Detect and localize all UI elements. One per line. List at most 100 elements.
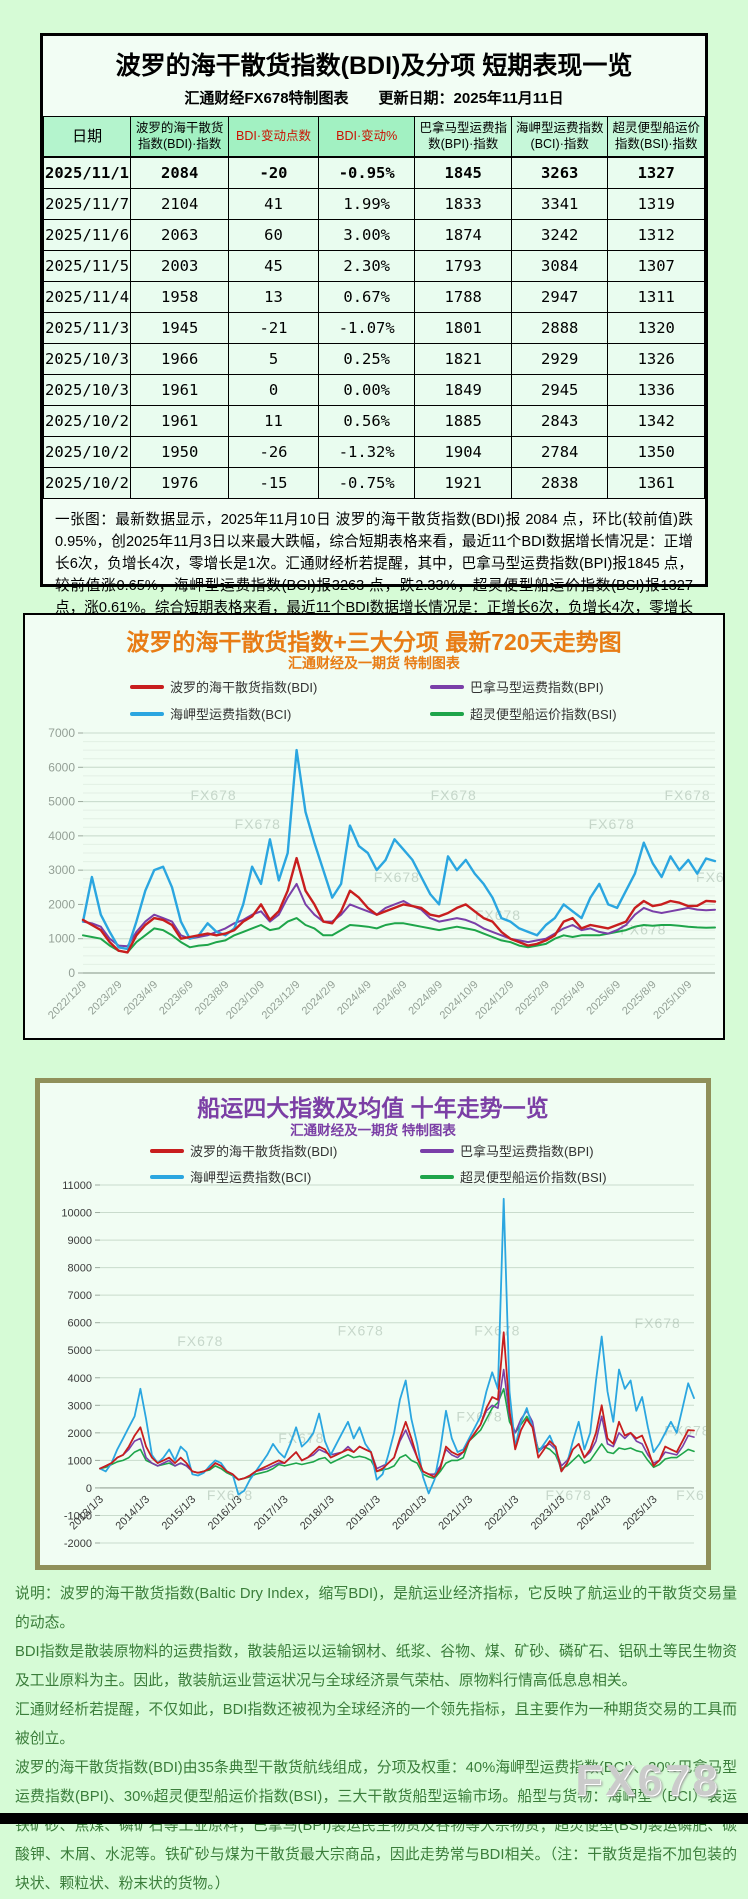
x-axis-label: 2015/1/3 (160, 1494, 199, 1533)
x-axis-label: 2023/4/9 (122, 979, 161, 1018)
table-cell: -1.07% (317, 311, 416, 344)
table-cell: 2084 (130, 156, 230, 189)
chart-10year-legend: 波罗的海干散货指数(BDI) 巴拿马型运费指数(BPI) 海岬型运费指数(BCI) 超… (150, 1141, 690, 1186)
x-axis-label: 2025/2/9 (513, 979, 552, 1018)
svg-text:5000: 5000 (48, 795, 75, 809)
page: { "page": { "bg_color": "#d6fbd6", "wate… (0, 33, 748, 1892)
x-axis-label: 2024/12/9 (473, 979, 516, 1022)
fx678-watermark: FX678 (575, 1756, 720, 1805)
x-axis-label: 2025/4/9 (549, 979, 588, 1018)
chart-watermark: FX678 (546, 1487, 592, 1503)
table-cell: 3084 (510, 249, 609, 282)
svg-text:6000: 6000 (48, 760, 75, 774)
chart-watermark: FX678 (177, 1333, 223, 1349)
table-cell: 13 (228, 280, 319, 313)
x-axis-label: 2023/6/9 (157, 979, 196, 1018)
chart-watermark: FX678 (190, 787, 236, 803)
table-cell: 1342 (607, 404, 705, 437)
index-table-head: 日期 波罗的海干散货指数(BDI)·指数 BDI·变动点数 BDI·变动% 巴拿马型运费… (42, 116, 705, 157)
index-table-body: 2025/11/10 2084 -20 -0.95% 1845 3263 1327 2025/… (42, 156, 705, 499)
table-cell: 1849 (414, 373, 512, 406)
table-cell: -0.95% (317, 156, 416, 189)
table-cell: -21 (228, 311, 319, 344)
table-cell: 1327 (607, 156, 705, 189)
table-cell: 1336 (607, 373, 705, 406)
footer-line: BDI指数是散装原物料的运费指数，散装船运以运输钢材、纸浆、谷物、煤、矿砂、磷矿… (15, 1644, 737, 1689)
chart-10year-plot: -2000 -1000 0 1000 2000 3000 4000 5000 6000 7000 8… (61, 1180, 706, 1550)
column-header: BDI·变动% (317, 116, 416, 157)
table-cell: 2025/11/3 (42, 311, 132, 344)
table-row: 2025/10/29 1961 11 0.56% 1885 2843 1342 (42, 404, 705, 437)
x-axis-label: 2025/1/3 (621, 1494, 660, 1533)
table-row: 2025/11/5 2003 45 2.30% 1793 3084 1307 (42, 249, 705, 282)
table-cell: 2025/11/6 (42, 218, 132, 251)
x-axis-label: 2021/1/3 (436, 1494, 475, 1533)
table-cell: 1319 (607, 187, 705, 220)
legend-item: 波罗的海干散货指数(BDI) (150, 1141, 420, 1160)
table-cell: 5 (228, 342, 319, 375)
svg-text:3000: 3000 (68, 1400, 92, 1412)
footer-notes: 说明：波罗的海干散货指数(Baltic Dry Index，缩写BDI)，是航运… (15, 1580, 737, 1899)
page-subtitle: 汇通财经FX678特制图表 更新日期：2025年11月11日 (184, 90, 564, 107)
svg-text:1000: 1000 (48, 932, 75, 946)
table-cell: 2.30% (317, 249, 416, 282)
table-cell: 2945 (510, 373, 609, 406)
table-cell: 1821 (414, 342, 512, 375)
legend-item: 超灵便型船运价指数(BSI) (430, 704, 730, 723)
table-cell: 3263 (510, 156, 609, 189)
x-axis-label: 2023/2/9 (86, 979, 125, 1018)
svg-text:3000: 3000 (48, 863, 75, 877)
table-cell: 1966 (130, 342, 230, 375)
chart-720day-panel: 波罗的海干散货指数+三大分项 最新720天走势图 汇通财经及一期货 特制图表 波… (23, 613, 725, 1040)
chart-watermark: FX678 (374, 869, 420, 885)
table-cell: 2025/11/4 (42, 280, 132, 313)
table-cell: -15 (228, 466, 319, 499)
x-axis-label: 2022/12/9 (46, 979, 89, 1022)
series-line (81, 748, 717, 951)
series-line (99, 1197, 695, 1496)
table-cell: 1801 (414, 311, 512, 344)
legend-line-swatch (430, 684, 464, 689)
chart-720day-title: 波罗的海干散货指数+三大分项 最新720天走势图 (126, 629, 622, 655)
chart-watermark: FX678 (696, 869, 723, 885)
table-cell: 0.00% (317, 373, 416, 406)
table-cell: 1793 (414, 249, 512, 282)
table-cell: 1961 (130, 373, 230, 406)
svg-text:2000: 2000 (68, 1428, 92, 1440)
svg-text:1000: 1000 (68, 1455, 92, 1467)
bdi-index-table: 日期 波罗的海干散货指数(BDI)·指数 BDI·变动点数 BDI·变动% 巴拿马型运费… (42, 116, 705, 499)
chart-10year-subtitle: 汇通财经及一期货 特制图表 (290, 1123, 456, 1138)
column-header: 海岬型运费指数(BCI)·指数 (510, 116, 609, 157)
table-row: 2025/10/27 1976 -15 -0.75% 1921 2838 1361 (42, 466, 705, 499)
table-cell: 1958 (130, 280, 230, 313)
table-cell: 2025/10/29 (42, 404, 132, 437)
table-cell: -1.32% (317, 435, 416, 468)
table-cell: 2104 (130, 187, 230, 220)
table-row: 2025/11/10 2084 -20 -0.95% 1845 3263 1327 (42, 156, 705, 189)
table-cell: 1311 (607, 280, 705, 313)
table-cell: 2838 (510, 466, 609, 499)
table-cell: 1312 (607, 218, 705, 251)
table-row: 2025/10/30 1961 0 0.00% 1849 2945 1336 (42, 373, 705, 406)
table-cell: 2929 (510, 342, 609, 375)
table-cell: 3242 (510, 218, 609, 251)
table-cell: 1904 (414, 435, 512, 468)
legend-item: 海岬型运费指数(BCI) (130, 704, 430, 723)
table-cell: 1307 (607, 249, 705, 282)
svg-text:2000: 2000 (48, 897, 75, 911)
chart-10year-panel: 船运四大指数及均值 十年走势一览 汇通财经及一期货 特制图表 波罗的海干散货指数… (35, 1078, 711, 1570)
table-cell: 3341 (510, 187, 609, 220)
table-row: 2025/11/7 2104 41 1.99% 1833 3341 1319 (42, 187, 705, 220)
table-cell: 3.00% (317, 218, 416, 251)
x-axis-label: 2018/1/3 (298, 1494, 337, 1533)
table-cell: 1885 (414, 404, 512, 437)
x-axis-label: 2017/1/3 (252, 1494, 291, 1533)
x-axis-label: 2023/12/9 (260, 979, 303, 1022)
table-row: 2025/11/6 2063 60 3.00% 1874 3242 1312 (42, 218, 705, 251)
table-cell: 2784 (510, 435, 609, 468)
table-cell: 1976 (130, 466, 230, 499)
svg-text:6000: 6000 (68, 1318, 92, 1330)
x-axis-label: 2024/6/9 (371, 979, 410, 1018)
svg-text:7000: 7000 (48, 726, 75, 740)
table-cell: 1.99% (317, 187, 416, 220)
